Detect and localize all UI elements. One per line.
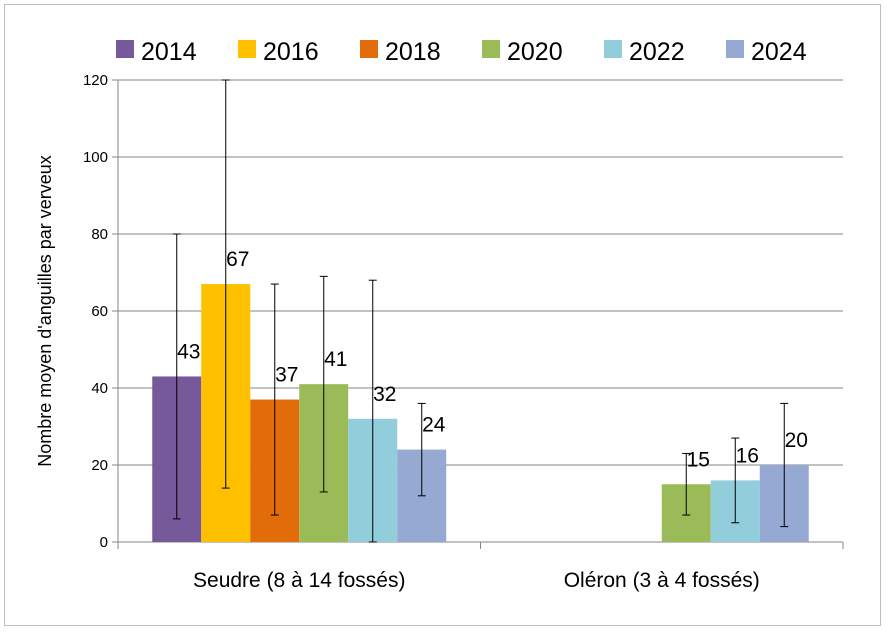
x-category-label: Oléron (3 à 4 fossés) bbox=[564, 569, 760, 592]
legend-label: 2020 bbox=[507, 38, 563, 66]
data-label-2024: 20 bbox=[785, 429, 808, 452]
legend-label: 2024 bbox=[751, 38, 807, 66]
data-label-2020: 15 bbox=[687, 448, 710, 471]
y-axis-label: Nombre moyen d'anguilles par verveux bbox=[35, 155, 55, 467]
y-tick-label: 120 bbox=[83, 72, 108, 89]
y-tick-label: 40 bbox=[91, 380, 108, 397]
y-tick-label: 20 bbox=[91, 457, 108, 474]
legend-label: 2016 bbox=[263, 38, 319, 66]
y-tick-label: 100 bbox=[83, 149, 108, 166]
legend-swatch-2020 bbox=[482, 40, 500, 58]
legend-swatch-2024 bbox=[726, 40, 744, 58]
legend-swatch-2018 bbox=[360, 40, 378, 58]
data-label-2018: 37 bbox=[275, 364, 298, 387]
data-label-2022: 32 bbox=[373, 383, 396, 406]
legend-label: 2018 bbox=[385, 38, 441, 66]
data-label-2024: 24 bbox=[422, 414, 446, 437]
legend-swatch-2022 bbox=[604, 40, 622, 58]
data-label-2020: 41 bbox=[324, 348, 347, 371]
legend-swatch-2016 bbox=[238, 40, 256, 58]
legend-swatch-2014 bbox=[116, 40, 134, 58]
data-label-2014: 43 bbox=[177, 340, 200, 363]
y-tick-label: 80 bbox=[91, 226, 108, 243]
data-label-2022: 16 bbox=[736, 444, 759, 467]
data-label-2016: 67 bbox=[226, 248, 249, 271]
y-tick-label: 60 bbox=[91, 303, 108, 320]
x-category-label: Seudre (8 à 14 fossés) bbox=[193, 569, 405, 592]
legend-label: 2022 bbox=[629, 38, 685, 66]
legend-label: 2014 bbox=[141, 38, 197, 66]
y-tick-label: 0 bbox=[100, 534, 108, 551]
